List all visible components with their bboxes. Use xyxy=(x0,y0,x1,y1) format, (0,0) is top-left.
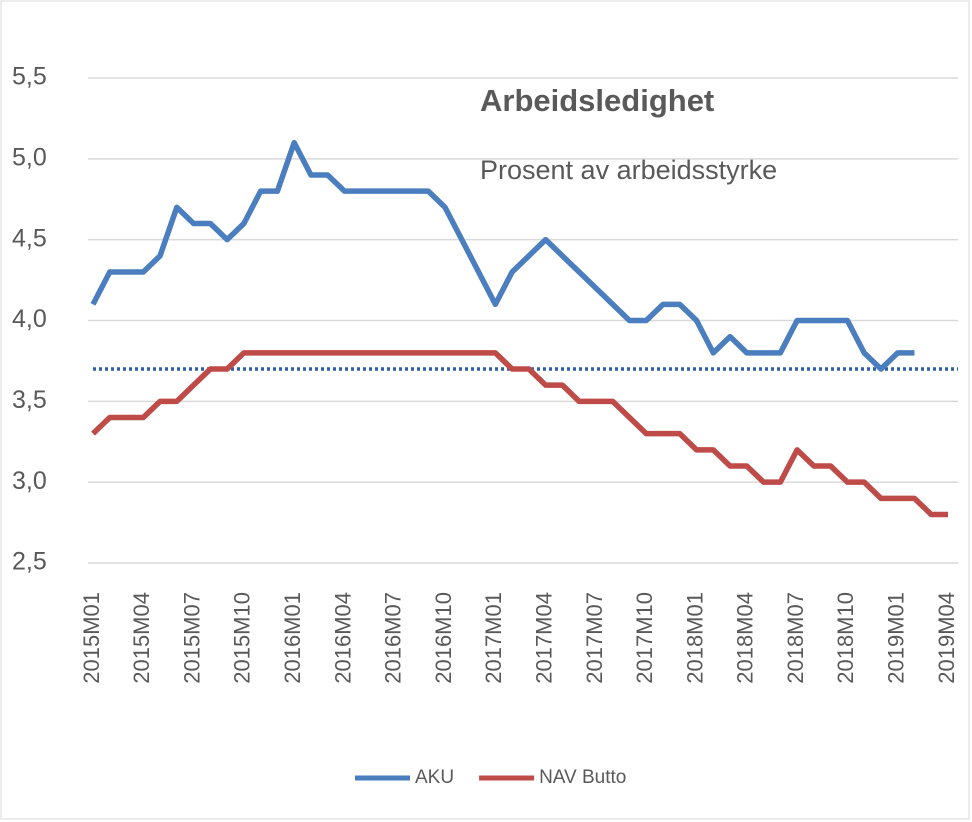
x-tick-label: 2015M04 xyxy=(129,592,154,684)
x-tick-label: 2015M01 xyxy=(79,592,104,684)
x-tick-label: 2016M01 xyxy=(280,592,305,684)
x-tick-label: 2018M01 xyxy=(682,592,707,684)
x-tick-label: 2016M07 xyxy=(381,592,406,684)
y-tick-label: 4,0 xyxy=(12,305,47,333)
grid xyxy=(88,77,958,564)
x-tick-label: 2018M10 xyxy=(833,592,858,684)
x-tick-label: 2017M04 xyxy=(531,592,556,684)
x-tick-label: 2017M10 xyxy=(632,592,657,684)
x-tick-label: 2015M10 xyxy=(230,592,255,684)
x-tick-label: 2018M04 xyxy=(733,592,758,684)
chart-subtitle: Prosent av arbeidsstyrke xyxy=(480,155,777,185)
legend-label: NAV Butto xyxy=(539,767,626,788)
x-tick-label: 2016M04 xyxy=(330,592,355,684)
data-line xyxy=(91,350,948,518)
x-tick-label: 2015M07 xyxy=(179,592,204,684)
y-tick-label: 5,5 xyxy=(12,63,47,91)
legend-label: AKU xyxy=(415,767,454,788)
y-tick-label: 4,5 xyxy=(12,224,47,252)
y-tick-label: 3,0 xyxy=(12,467,47,495)
x-tick-label: 2019M01 xyxy=(884,592,909,684)
x-tick-label: 2018M07 xyxy=(783,592,808,684)
x-tick-label: 2017M07 xyxy=(582,592,607,684)
y-tick-label: 2,5 xyxy=(12,548,47,576)
x-tick-label: 2019M04 xyxy=(934,592,959,684)
y-tick-label: 3,5 xyxy=(12,386,47,414)
x-tick-label: 2016M10 xyxy=(431,592,456,684)
chart-title: Arbeidsledighet xyxy=(480,83,714,118)
y-tick-label: 5,0 xyxy=(12,143,47,171)
data-line xyxy=(90,139,915,372)
x-tick-label: 2017M01 xyxy=(481,592,506,684)
